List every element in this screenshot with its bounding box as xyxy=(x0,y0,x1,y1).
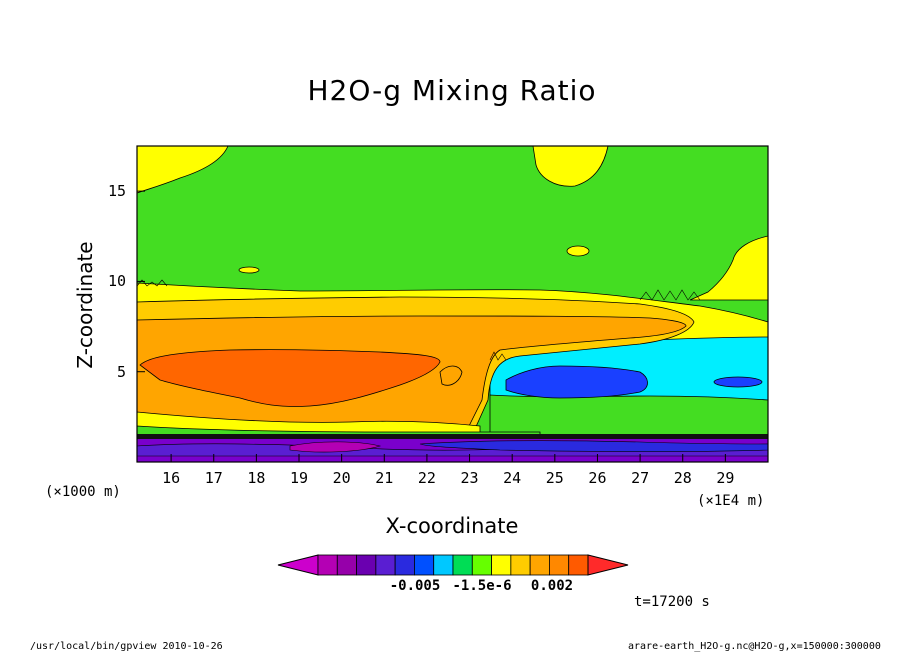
x-tick-label: 28 xyxy=(673,469,692,487)
x-tick-label: 25 xyxy=(545,469,564,487)
upper-yellow-spot xyxy=(566,245,590,257)
x-tick-label: 18 xyxy=(247,469,266,487)
colorbar-segment xyxy=(491,554,512,576)
y-tick-label: 15 xyxy=(107,182,126,201)
x-tick-label: 21 xyxy=(375,469,394,487)
x-tick-label: 26 xyxy=(588,469,607,487)
footer-left: /usr/local/bin/gpview 2010-10-26 xyxy=(30,641,223,652)
y-axis-label: Z-coordinate xyxy=(73,241,97,369)
blue-pocket-main xyxy=(505,365,648,399)
colorbar xyxy=(277,554,629,576)
colorbar-tick-label: 0.002 xyxy=(530,578,574,594)
x-tick-label: 19 xyxy=(289,469,309,487)
colorbar-segment xyxy=(433,554,454,576)
x-axis-ticks xyxy=(170,454,726,462)
x-tick-label: 24 xyxy=(503,469,522,487)
colorbar-segment xyxy=(529,554,550,576)
x-tick-label: 27 xyxy=(631,469,650,487)
dark-orange-core xyxy=(139,349,441,407)
surface-boundary xyxy=(137,434,768,439)
colorbar-min-arrow xyxy=(277,554,319,576)
upper-yellow-spot-left xyxy=(238,266,260,274)
colorbar-segment xyxy=(549,554,570,576)
magenta-surface-pocket xyxy=(289,441,382,453)
colorbar-segment xyxy=(375,554,396,576)
x-unit-left: (×1000 m) xyxy=(45,484,121,500)
x-unit-right: (×1E4 m) xyxy=(697,493,765,509)
x-tick-label: 22 xyxy=(417,469,436,487)
chart-title: H2O-g Mixing Ratio xyxy=(307,74,597,107)
colorbar-segment xyxy=(414,554,435,576)
time-label: t=17200 s xyxy=(634,594,710,610)
colorbar-segment xyxy=(356,554,377,576)
colorbar-segment xyxy=(452,554,473,576)
colorbar-segment xyxy=(510,554,531,576)
right-yellow-region xyxy=(689,235,769,301)
x-tick-label: 16 xyxy=(162,469,181,487)
colorbar-segment xyxy=(317,554,338,576)
y-axis-ticks xyxy=(137,190,145,373)
blue-pocket-right xyxy=(713,376,763,388)
colorbar-tick-label: -1.5e-6 xyxy=(452,578,512,594)
x-tick-label: 17 xyxy=(204,469,223,487)
contour-fringe xyxy=(136,279,701,361)
x-tick-label: 20 xyxy=(332,469,351,487)
x-tick-label: 23 xyxy=(460,469,479,487)
colorbar-max-arrow xyxy=(587,554,629,576)
colorbar-segment xyxy=(568,554,589,576)
colorbar-segment xyxy=(336,554,357,576)
colorbar-tick-label: -0.005 xyxy=(389,578,441,594)
top-mid-yellow-blob xyxy=(532,145,609,187)
x-tick-label: 29 xyxy=(716,469,735,487)
y-tick-label: 10 xyxy=(107,272,126,291)
colorbar-segment xyxy=(394,554,415,576)
colorbar-segment xyxy=(471,554,492,576)
plot-frame xyxy=(136,145,769,463)
y-tick-label: 5 xyxy=(116,362,126,381)
orange-pocket-center xyxy=(439,365,463,386)
footer-right: arare-earth_H2O-g.nc@H2O-g,x=150000:3000… xyxy=(628,641,881,652)
x-axis-label: X-coordinate xyxy=(385,514,519,538)
